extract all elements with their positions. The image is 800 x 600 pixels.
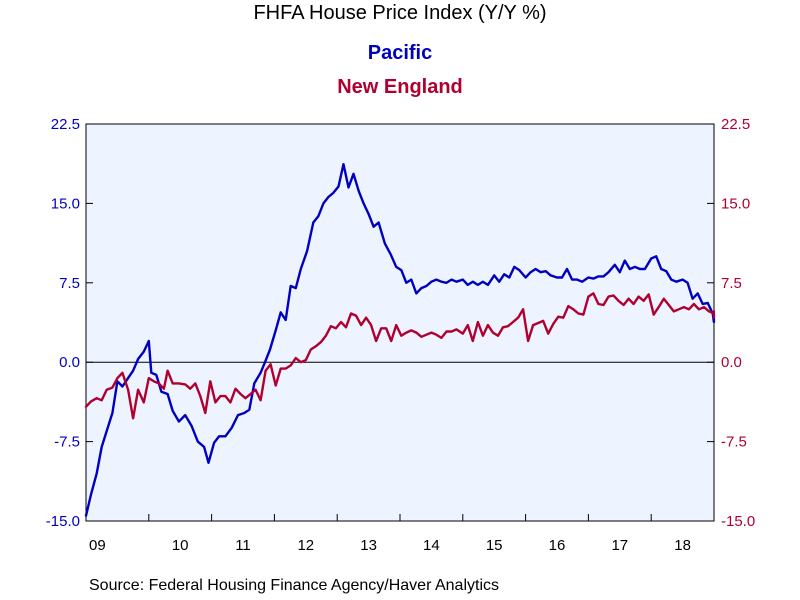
y-tick-label-left: -15.0 — [46, 513, 80, 530]
x-tick-label: 15 — [486, 537, 503, 554]
x-axis: 09 10 11 12 13 14 15 16 17 18 — [89, 514, 691, 554]
y-tick-label-left: 15.0 — [51, 195, 80, 212]
y-tick-label-right: -15.0 — [721, 513, 755, 530]
x-tick-label: 13 — [360, 537, 377, 554]
series-layer — [84, 162, 716, 517]
x-tick-label: 09 — [89, 537, 106, 554]
y-tick-label-right: 7.5 — [721, 275, 742, 292]
x-tick-label: 11 — [235, 537, 251, 554]
y-tick-label-right: 15.0 — [721, 195, 750, 212]
y-axis-right: 22.5 15.0 7.5 0.0 -7.5 -15.0 — [707, 116, 755, 530]
plot-area — [85, 123, 715, 522]
x-tick-label: 17 — [611, 537, 628, 554]
y-tick-label-left: 7.5 — [59, 275, 80, 292]
x-tick-label: 16 — [549, 537, 566, 554]
series-label-pacific: Pacific — [367, 42, 433, 64]
y-tick-label-right: -7.5 — [721, 434, 747, 451]
y-tick-label-left: -7.5 — [54, 434, 80, 451]
y-axis-left: 22.5 15.0 7.5 0.0 -7.5 -15.0 — [46, 116, 93, 530]
x-tick-label: 18 — [674, 537, 691, 554]
y-tick-label-right: 22.5 — [721, 116, 750, 133]
x-tick-label: 12 — [297, 537, 314, 554]
source-note: Source: Federal Housing Finance Agency/H… — [89, 577, 499, 594]
y-tick-label-left: 0.0 — [59, 354, 80, 371]
y-tick-label-right: 0.0 — [721, 354, 742, 371]
x-tick-label: 10 — [172, 537, 189, 554]
series-label-new-england: New England — [337, 76, 463, 98]
chart-title: FHFA House Price Index (Y/Y %) — [253, 2, 547, 24]
x-tick-label: 14 — [423, 537, 440, 554]
series-line-pacific — [84, 162, 716, 517]
y-tick-label-left: 22.5 — [51, 116, 80, 133]
series-line-new-england — [84, 292, 716, 420]
